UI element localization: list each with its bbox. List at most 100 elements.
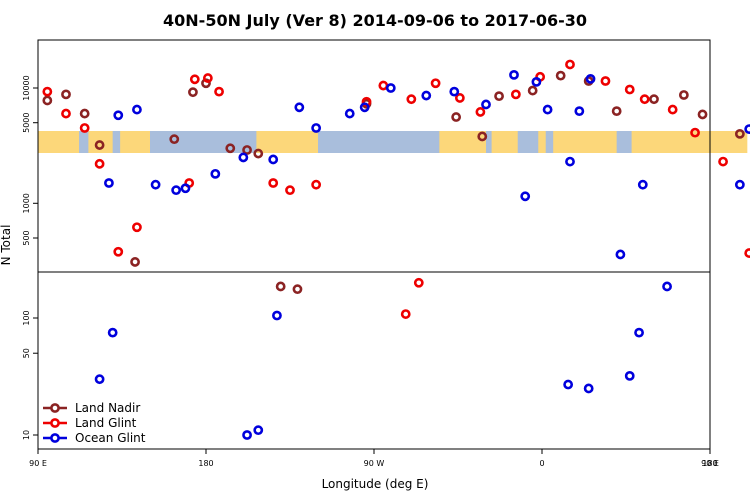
land-glint-point <box>202 73 213 83</box>
land-nadir-point <box>734 128 745 139</box>
land-glint-point <box>285 185 295 196</box>
land-glint-point <box>94 158 105 169</box>
ocean-glint-point <box>734 179 745 190</box>
land-nadir-point <box>188 87 198 98</box>
land-glint-point <box>454 93 465 103</box>
land-glint-point <box>744 248 750 258</box>
ocean-glint-point <box>180 183 191 194</box>
land-glint-point <box>430 78 441 89</box>
land-nadir-point <box>649 94 659 105</box>
legend-label: Land Nadir <box>75 401 140 415</box>
ocean-glint-point <box>615 249 626 260</box>
land-glint-point <box>718 156 728 167</box>
ocean-glint-point <box>624 370 635 381</box>
y-tick-label: 10 <box>22 430 31 440</box>
land-glint-point <box>113 246 124 257</box>
land-glint-point <box>311 179 322 190</box>
land-nadir-point <box>292 284 303 295</box>
y-tick-label: 5000 <box>22 113 31 133</box>
ocean-glint-point <box>531 76 542 87</box>
land-nadir-point <box>130 257 140 267</box>
land-nadir-point <box>697 109 708 120</box>
ocean-glint-point <box>242 430 252 440</box>
ocean-glint-point <box>294 102 305 113</box>
x-axis-label: Longitude (deg E) <box>322 477 429 491</box>
land-segment <box>256 131 318 153</box>
land-glint-point <box>475 107 486 117</box>
ocean-glint-point <box>662 281 672 292</box>
ocean-glint-point <box>107 327 118 338</box>
land-glint-point <box>690 127 700 138</box>
y-tick-label: 1000 <box>22 193 31 213</box>
land-nadir-point <box>555 70 566 81</box>
land-segment <box>491 131 518 153</box>
ocean-glint-point <box>563 379 574 390</box>
ocean-glint-point <box>113 110 124 121</box>
land-segment <box>538 131 546 153</box>
ocean-glint-point <box>421 90 432 101</box>
world-map-strip <box>38 131 748 153</box>
land-glint-point <box>42 86 53 97</box>
ocean-glint-point <box>359 102 370 113</box>
y-tick-label: 100 <box>22 310 31 325</box>
land-glint-point <box>132 222 142 233</box>
land-nadir-point <box>451 112 462 122</box>
land-nadir-point <box>253 148 264 159</box>
data-points <box>42 59 750 440</box>
ocean-glint-point <box>311 123 322 133</box>
ocean-glint-point <box>583 383 594 394</box>
ocean-glint-point <box>94 374 105 385</box>
ocean-glint-point <box>132 104 142 115</box>
ocean-glint-point <box>542 104 553 115</box>
land-glint-point <box>600 76 611 86</box>
ocean-glint-point <box>509 69 519 80</box>
land-glint-point <box>79 123 90 133</box>
chart-title: 40N-50N July (Ver 8) 2014-09-06 to 2017-… <box>163 11 587 30</box>
land-nadir-point <box>169 134 180 145</box>
land-segment <box>38 131 80 153</box>
land-nadir-point <box>61 89 71 100</box>
land-glint-point <box>667 104 678 115</box>
land-nadir-point <box>42 95 53 106</box>
ocean-glint-point <box>344 108 355 119</box>
land-nadir-point <box>79 108 90 119</box>
land-glint-point <box>639 94 650 105</box>
legend-marker <box>50 418 60 428</box>
land-segment <box>553 131 617 153</box>
land-segment <box>439 131 486 153</box>
land-glint-point <box>406 94 417 105</box>
legend-label: Land Glint <box>75 416 137 430</box>
ocean-glint-point <box>565 156 575 167</box>
ocean-glint-point <box>150 179 161 190</box>
land-glint-point <box>378 80 389 91</box>
ocean-glint-point <box>171 185 182 196</box>
x-tick-label: 180 <box>198 459 213 468</box>
land-nadir-point <box>527 85 538 96</box>
ocean-glint-point <box>385 83 396 93</box>
land-nadir-point <box>477 131 488 142</box>
x-tick-label: 180 <box>702 459 717 468</box>
y-tick-label: 500 <box>22 230 31 245</box>
land-nadir-point <box>611 106 622 117</box>
legend-marker <box>50 403 60 413</box>
land-glint-point <box>400 309 411 319</box>
x-tick-label: 0 <box>539 459 544 468</box>
ocean-glint-point <box>634 327 644 338</box>
land-nadir-point <box>242 145 252 155</box>
ocean-glint-point <box>520 191 531 202</box>
land-segment <box>120 131 150 153</box>
lower-panel-frame <box>37 271 711 450</box>
land-glint-point <box>214 86 224 97</box>
ocean-glint-point <box>481 99 491 110</box>
ocean-glint-point <box>637 179 648 190</box>
land-glint-point <box>189 74 200 85</box>
y-tick-label: 10000 <box>22 75 31 100</box>
land-nadir-point <box>494 91 504 102</box>
land-glint-point <box>565 59 575 70</box>
y-axis: 10000 5000 1000 500 100 50 10 <box>22 75 38 440</box>
ocean-glint-point <box>238 152 249 163</box>
ocean-glint-point <box>268 154 279 165</box>
land-glint-point <box>268 178 279 188</box>
